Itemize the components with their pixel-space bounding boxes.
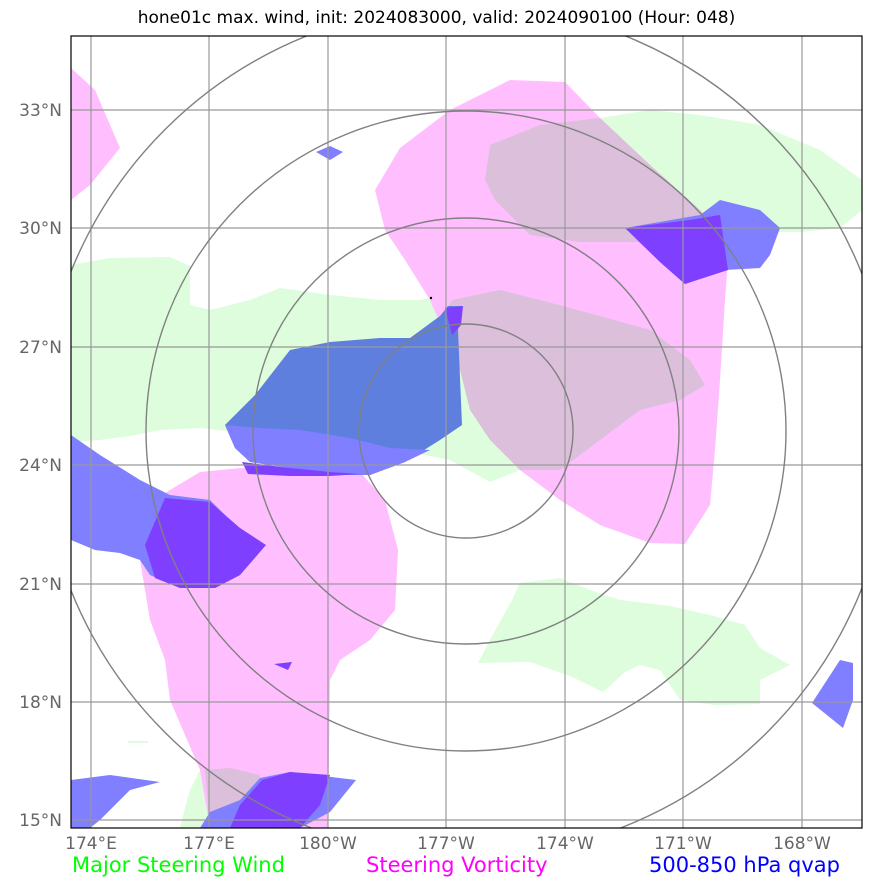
overlap-area-north <box>485 118 720 242</box>
lat-label-27n: 27°N <box>19 338 62 358</box>
qvap-area-southwest <box>71 775 160 828</box>
overlap-layer <box>205 118 720 828</box>
lon-label-177e: 177°E <box>183 834 235 854</box>
vorticity-area-northwest <box>71 68 120 200</box>
legend-steering-vorticity: Steering Vorticity <box>366 853 548 877</box>
graticule <box>71 36 862 828</box>
plot-frame <box>70 35 863 829</box>
range-ring-1 <box>358 323 574 539</box>
qvap-area-small-south <box>274 662 292 670</box>
lat-label-33n: 33°N <box>19 101 62 121</box>
longitude-labels: 174°E 177°E 180°W 177°W 174°W 171°W 168°… <box>65 834 831 854</box>
lon-label-174w: 174°W <box>536 834 594 854</box>
lon-label-177w: 177°W <box>417 834 475 854</box>
wind-area-dot <box>128 741 148 743</box>
qvap-area-small-north <box>316 146 343 160</box>
lat-label-18n: 18°N <box>19 693 62 713</box>
range-ring-2 <box>252 217 680 645</box>
qvap-area-central-south <box>242 462 360 476</box>
lon-label-174e: 174°E <box>65 834 117 854</box>
lon-label-180w: 180°W <box>299 834 357 854</box>
lat-label-15n: 15°N <box>19 811 62 831</box>
overlap-area-center <box>440 290 705 470</box>
qvap-area-bottom-core <box>230 772 330 828</box>
legend-steering-wind: Major Steering Wind <box>72 853 285 877</box>
lon-label-171w: 171°W <box>654 834 712 854</box>
qvap-layer <box>71 146 853 828</box>
qvap-area-southeast <box>812 660 853 728</box>
lon-label-168w: 168°W <box>773 834 831 854</box>
latitude-labels: 33°N 30°N 27°N 24°N 21°N 18°N 15°N <box>19 101 62 831</box>
wind-area-south <box>478 578 790 705</box>
map-title: hone01c max. wind, init: 2024083000, val… <box>137 8 736 28</box>
lat-label-24n: 24°N <box>19 456 62 476</box>
range-ring-3 <box>145 110 787 752</box>
range-rings <box>71 36 862 828</box>
lat-label-21n: 21°N <box>19 575 62 595</box>
lat-label-30n: 30°N <box>19 219 62 239</box>
qvap-area-central-tip <box>445 306 463 335</box>
qvap-area-east-core <box>625 215 728 284</box>
storm-center-marker <box>429 296 433 300</box>
legend-qvap: 500-850 hPa qvap <box>649 853 840 877</box>
map-layers <box>71 36 862 828</box>
